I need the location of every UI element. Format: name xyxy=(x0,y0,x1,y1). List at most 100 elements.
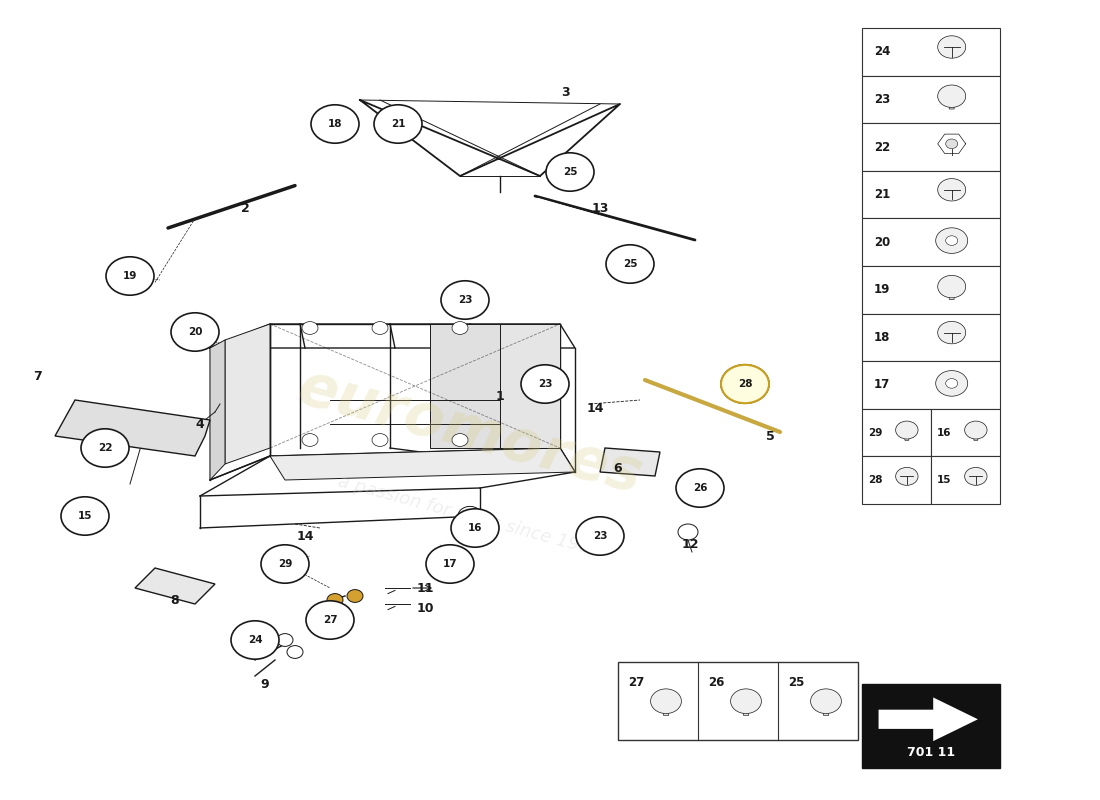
Text: 21: 21 xyxy=(874,188,890,201)
Text: 701 11: 701 11 xyxy=(906,746,955,759)
Text: 14: 14 xyxy=(586,402,604,414)
Text: 13: 13 xyxy=(592,202,608,214)
Text: 17: 17 xyxy=(442,559,458,569)
FancyBboxPatch shape xyxy=(862,314,1000,362)
Circle shape xyxy=(676,469,724,507)
Circle shape xyxy=(937,178,966,201)
Circle shape xyxy=(302,322,318,334)
Circle shape xyxy=(346,590,363,602)
Circle shape xyxy=(106,257,154,295)
Text: 21: 21 xyxy=(390,119,405,129)
Text: 11: 11 xyxy=(416,582,433,594)
Text: 27: 27 xyxy=(322,615,338,625)
Text: 18: 18 xyxy=(874,331,890,344)
Text: 8: 8 xyxy=(170,594,179,606)
FancyBboxPatch shape xyxy=(862,362,1000,409)
Text: 25: 25 xyxy=(563,167,578,177)
Text: 14: 14 xyxy=(296,530,314,542)
Text: 23: 23 xyxy=(593,531,607,541)
Text: 22: 22 xyxy=(874,141,890,154)
Circle shape xyxy=(277,634,293,646)
Circle shape xyxy=(327,594,343,606)
Polygon shape xyxy=(823,701,829,715)
Circle shape xyxy=(60,497,109,535)
Circle shape xyxy=(81,429,129,467)
Circle shape xyxy=(937,85,966,107)
Text: 27: 27 xyxy=(628,676,645,689)
Text: 28: 28 xyxy=(738,379,752,389)
Circle shape xyxy=(946,139,958,149)
Circle shape xyxy=(458,506,482,526)
Circle shape xyxy=(730,689,761,714)
Text: 9: 9 xyxy=(261,678,270,690)
Text: 28: 28 xyxy=(868,475,882,485)
Text: 17: 17 xyxy=(874,378,890,391)
Circle shape xyxy=(546,153,594,191)
Text: 4: 4 xyxy=(196,418,205,430)
Circle shape xyxy=(946,378,958,388)
Circle shape xyxy=(811,689,842,714)
Text: 22: 22 xyxy=(98,443,112,453)
Circle shape xyxy=(170,313,219,351)
Circle shape xyxy=(452,434,468,446)
Circle shape xyxy=(576,517,624,555)
Text: 24: 24 xyxy=(248,635,262,645)
Circle shape xyxy=(895,467,918,486)
Circle shape xyxy=(720,365,769,403)
Text: 25: 25 xyxy=(623,259,637,269)
Text: 29: 29 xyxy=(868,427,882,438)
FancyBboxPatch shape xyxy=(931,456,1000,504)
Circle shape xyxy=(965,421,987,439)
Circle shape xyxy=(678,524,698,540)
Circle shape xyxy=(936,370,968,396)
Text: 15: 15 xyxy=(937,475,952,485)
Text: 3: 3 xyxy=(561,86,570,98)
Text: 20: 20 xyxy=(874,236,890,249)
Circle shape xyxy=(231,621,279,659)
FancyBboxPatch shape xyxy=(862,171,1000,218)
Circle shape xyxy=(451,509,499,547)
FancyBboxPatch shape xyxy=(862,684,1000,768)
Circle shape xyxy=(426,545,474,583)
Polygon shape xyxy=(974,430,978,440)
Text: 23: 23 xyxy=(538,379,552,389)
Circle shape xyxy=(937,322,966,344)
Polygon shape xyxy=(879,698,978,741)
FancyBboxPatch shape xyxy=(862,456,931,504)
Circle shape xyxy=(650,689,681,714)
Polygon shape xyxy=(135,568,214,604)
Polygon shape xyxy=(430,324,500,448)
Text: 23: 23 xyxy=(874,93,890,106)
Text: 12: 12 xyxy=(681,538,698,550)
FancyBboxPatch shape xyxy=(931,409,1000,456)
FancyBboxPatch shape xyxy=(862,28,1000,76)
Circle shape xyxy=(936,228,968,254)
Text: 16: 16 xyxy=(468,523,482,533)
Text: 10: 10 xyxy=(416,602,433,614)
Polygon shape xyxy=(904,430,910,440)
Circle shape xyxy=(937,36,966,58)
FancyBboxPatch shape xyxy=(862,266,1000,314)
Text: 23: 23 xyxy=(458,295,472,305)
Polygon shape xyxy=(55,400,210,456)
Polygon shape xyxy=(210,340,225,480)
Circle shape xyxy=(606,245,654,283)
Circle shape xyxy=(302,434,318,446)
Circle shape xyxy=(720,365,769,403)
Text: 26: 26 xyxy=(693,483,707,493)
Circle shape xyxy=(521,365,569,403)
Polygon shape xyxy=(948,96,955,109)
Circle shape xyxy=(946,236,958,246)
FancyBboxPatch shape xyxy=(862,218,1000,266)
Text: 29: 29 xyxy=(278,559,293,569)
Circle shape xyxy=(261,545,309,583)
Text: 19: 19 xyxy=(874,283,890,296)
Text: 7: 7 xyxy=(34,370,43,382)
Text: 2: 2 xyxy=(241,202,250,214)
Text: 28: 28 xyxy=(738,379,752,389)
Text: 20: 20 xyxy=(188,327,202,337)
Text: 24: 24 xyxy=(874,46,890,58)
Text: 1: 1 xyxy=(496,390,505,402)
Polygon shape xyxy=(742,701,749,715)
FancyBboxPatch shape xyxy=(862,409,931,456)
